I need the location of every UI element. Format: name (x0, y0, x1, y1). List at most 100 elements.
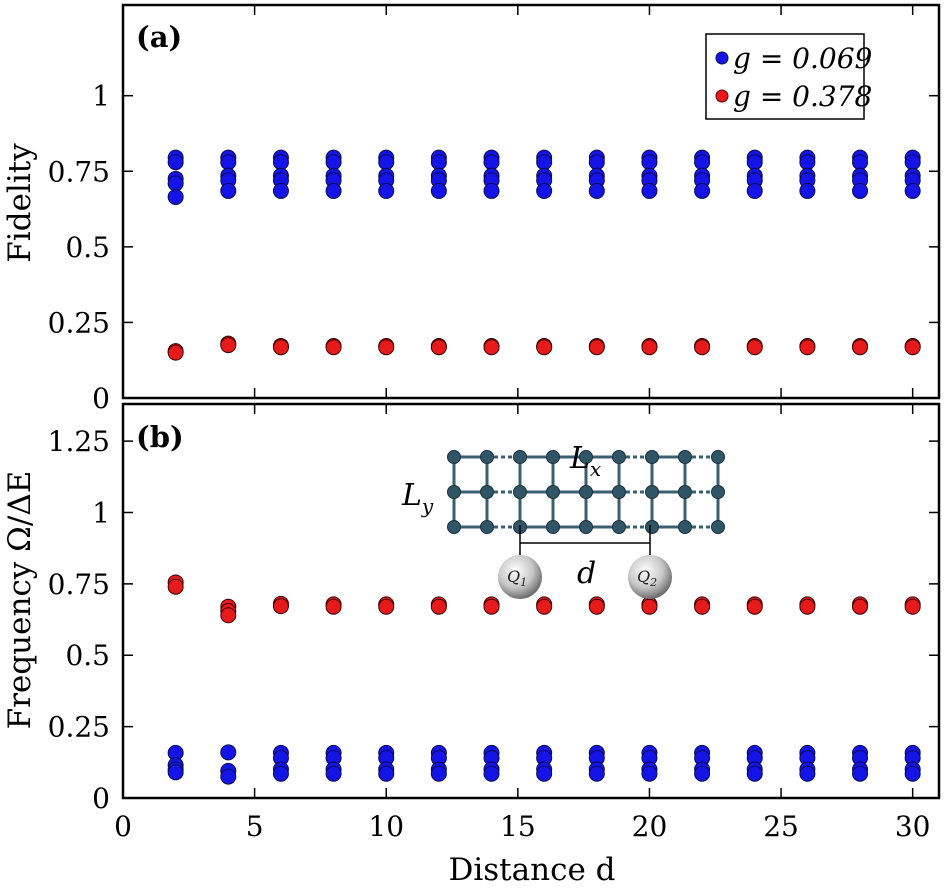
data-point-blue (167, 175, 184, 192)
lattice-site (546, 485, 560, 499)
lattice-ly-label: Ly (401, 478, 434, 518)
panel-a-y-tick-label: 1 (92, 80, 110, 113)
legend-marker-red (715, 89, 729, 103)
data-point-blue (536, 182, 553, 199)
data-point-blue (378, 765, 395, 782)
data-point-blue (483, 182, 500, 199)
data-point-blue (272, 182, 289, 199)
data-point-blue (220, 744, 237, 761)
data-point-red (430, 339, 447, 356)
data-point-blue (536, 154, 553, 171)
panel-b-y-tick-label: 0.25 (48, 711, 110, 744)
panel-b-x-ticks: 0 5 10 15 20 25 30 (114, 404, 930, 843)
data-point-blue (799, 182, 816, 199)
qubit-q2-label: Q2 (637, 567, 657, 589)
data-point-blue (483, 765, 500, 782)
lattice-site (513, 485, 527, 499)
data-point-blue (588, 765, 605, 782)
panel-a-x-ticks (122, 5, 914, 398)
data-point-red (536, 598, 553, 615)
data-point-blue (220, 154, 237, 171)
data-point-blue (325, 182, 342, 199)
data-point-blue (852, 765, 869, 782)
qubit-q1-label: Q1 (507, 567, 527, 589)
data-point-blue (746, 154, 763, 171)
data-point-red (904, 598, 921, 615)
panel-b-points (167, 574, 921, 785)
lattice-site (480, 485, 494, 499)
data-point-blue (641, 182, 658, 199)
data-point-blue (904, 765, 921, 782)
data-point-blue (325, 765, 342, 782)
x-axis-label: Distance d (449, 852, 616, 888)
lattice-site (546, 520, 560, 534)
legend-label-red: g = 0.378 (733, 80, 872, 113)
panel-a-points (167, 149, 921, 361)
data-point-blue (430, 154, 447, 171)
lattice-site (678, 485, 692, 499)
data-point-blue (167, 188, 184, 205)
lattice-site (711, 450, 725, 464)
data-point-red (904, 339, 921, 356)
lattice-site (579, 485, 593, 499)
data-point-red (641, 598, 658, 615)
data-point-red (220, 337, 237, 354)
data-point-red (746, 339, 763, 356)
data-point-blue (430, 765, 447, 782)
panel-b-y-ticks: 0 0.25 0.5 0.75 1 1.25 (48, 425, 939, 815)
qubit-q2 (628, 555, 672, 599)
data-point-red (694, 339, 711, 356)
lattice-site (711, 520, 725, 534)
panel-b-tag: (b) (136, 420, 184, 454)
data-point-red (325, 598, 342, 615)
data-point-blue (641, 765, 658, 782)
data-point-blue (378, 154, 395, 171)
lattice-site (612, 450, 626, 464)
data-point-blue (694, 154, 711, 171)
data-point-red (588, 598, 605, 615)
panel-a-y-ticks: 0 0.25 0.5 0.75 1 (48, 80, 939, 415)
panel-b-y-tick-label: 0.5 (65, 639, 110, 672)
data-point-blue (694, 182, 711, 199)
x-tick-label: 30 (895, 810, 931, 843)
data-point-blue (588, 154, 605, 171)
panel-a-y-tick-label: 0 (92, 382, 110, 415)
data-point-blue (904, 182, 921, 199)
data-point-blue (430, 182, 447, 199)
legend-box (705, 33, 865, 120)
lattice-site (480, 520, 494, 534)
panel-a-y-tick-label: 0.25 (48, 306, 110, 339)
lattice-site (711, 485, 725, 499)
lattice-site (645, 485, 659, 499)
lattice-site (612, 520, 626, 534)
legend: g = 0.069 g = 0.378 (705, 33, 872, 120)
data-point-blue (220, 182, 237, 199)
data-point-red (641, 339, 658, 356)
data-point-red (167, 578, 184, 595)
panel-a-y-tick-label: 0.5 (65, 231, 110, 264)
x-tick-label: 15 (500, 810, 536, 843)
panel-b-y-tick-label: 0.75 (48, 568, 110, 601)
legend-label-blue: g = 0.069 (733, 42, 872, 75)
lattice-grid (447, 450, 725, 534)
data-point-red (483, 598, 500, 615)
data-point-blue (904, 154, 921, 171)
data-point-red (799, 339, 816, 356)
lattice-site (645, 450, 659, 464)
panel-a-y-tick-label: 0.75 (48, 155, 110, 188)
lattice-site (447, 450, 461, 464)
panel-b-y-tick-label: 1 (92, 496, 110, 529)
panel-b-frame (121, 402, 941, 800)
lattice-site (546, 450, 560, 464)
lattice-site (579, 520, 593, 534)
legend-marker-blue (715, 51, 729, 65)
x-tick-label: 10 (368, 810, 404, 843)
x-tick-label: 5 (246, 810, 264, 843)
lattice-site (678, 520, 692, 534)
data-point-blue (483, 154, 500, 171)
lattice-site (579, 450, 593, 464)
lattice-site (447, 485, 461, 499)
lattice-lx-label: Lx (569, 441, 601, 481)
data-point-red (799, 598, 816, 615)
